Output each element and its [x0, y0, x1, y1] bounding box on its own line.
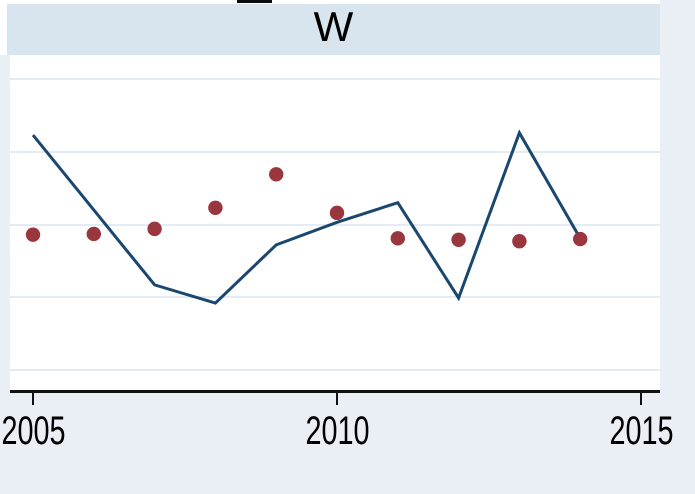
x-tick-label-text: 2010 [304, 409, 370, 453]
scatter-point [25, 227, 41, 242]
scatter-point [451, 232, 466, 247]
x-tick-label-text: 2015 [608, 409, 674, 453]
top-margin [0, 0, 660, 4]
x-tick [336, 393, 338, 405]
gridline [10, 78, 660, 80]
plot-area [10, 55, 660, 392]
x-tick [640, 393, 642, 405]
gridline [10, 369, 660, 371]
x-tick-label-text: 2005 [0, 409, 66, 453]
x-tick-label: 2015 [561, 411, 695, 451]
gridline [10, 296, 660, 299]
x-axis-line [10, 390, 660, 393]
scatter-point [86, 226, 102, 242]
scatter-point [208, 200, 223, 215]
scatter-point [573, 231, 588, 247]
top-edge-artifact [237, 0, 272, 3]
x-tick-label: 2005 [0, 411, 113, 451]
scatter-point [329, 205, 345, 221]
scatter-point [147, 221, 162, 237]
x-tick [32, 393, 34, 405]
x-tick-label: 2010 [257, 411, 417, 451]
chart-title: W [313, 2, 354, 50]
title-band: W [7, 4, 660, 55]
title-band-left-margin [0, 4, 7, 55]
gridline [10, 150, 660, 153]
series-layer [25, 129, 588, 305]
trend-line [31, 129, 582, 305]
scatter-point [512, 234, 527, 249]
scatter-point [390, 231, 405, 246]
scatter-point [269, 167, 284, 182]
